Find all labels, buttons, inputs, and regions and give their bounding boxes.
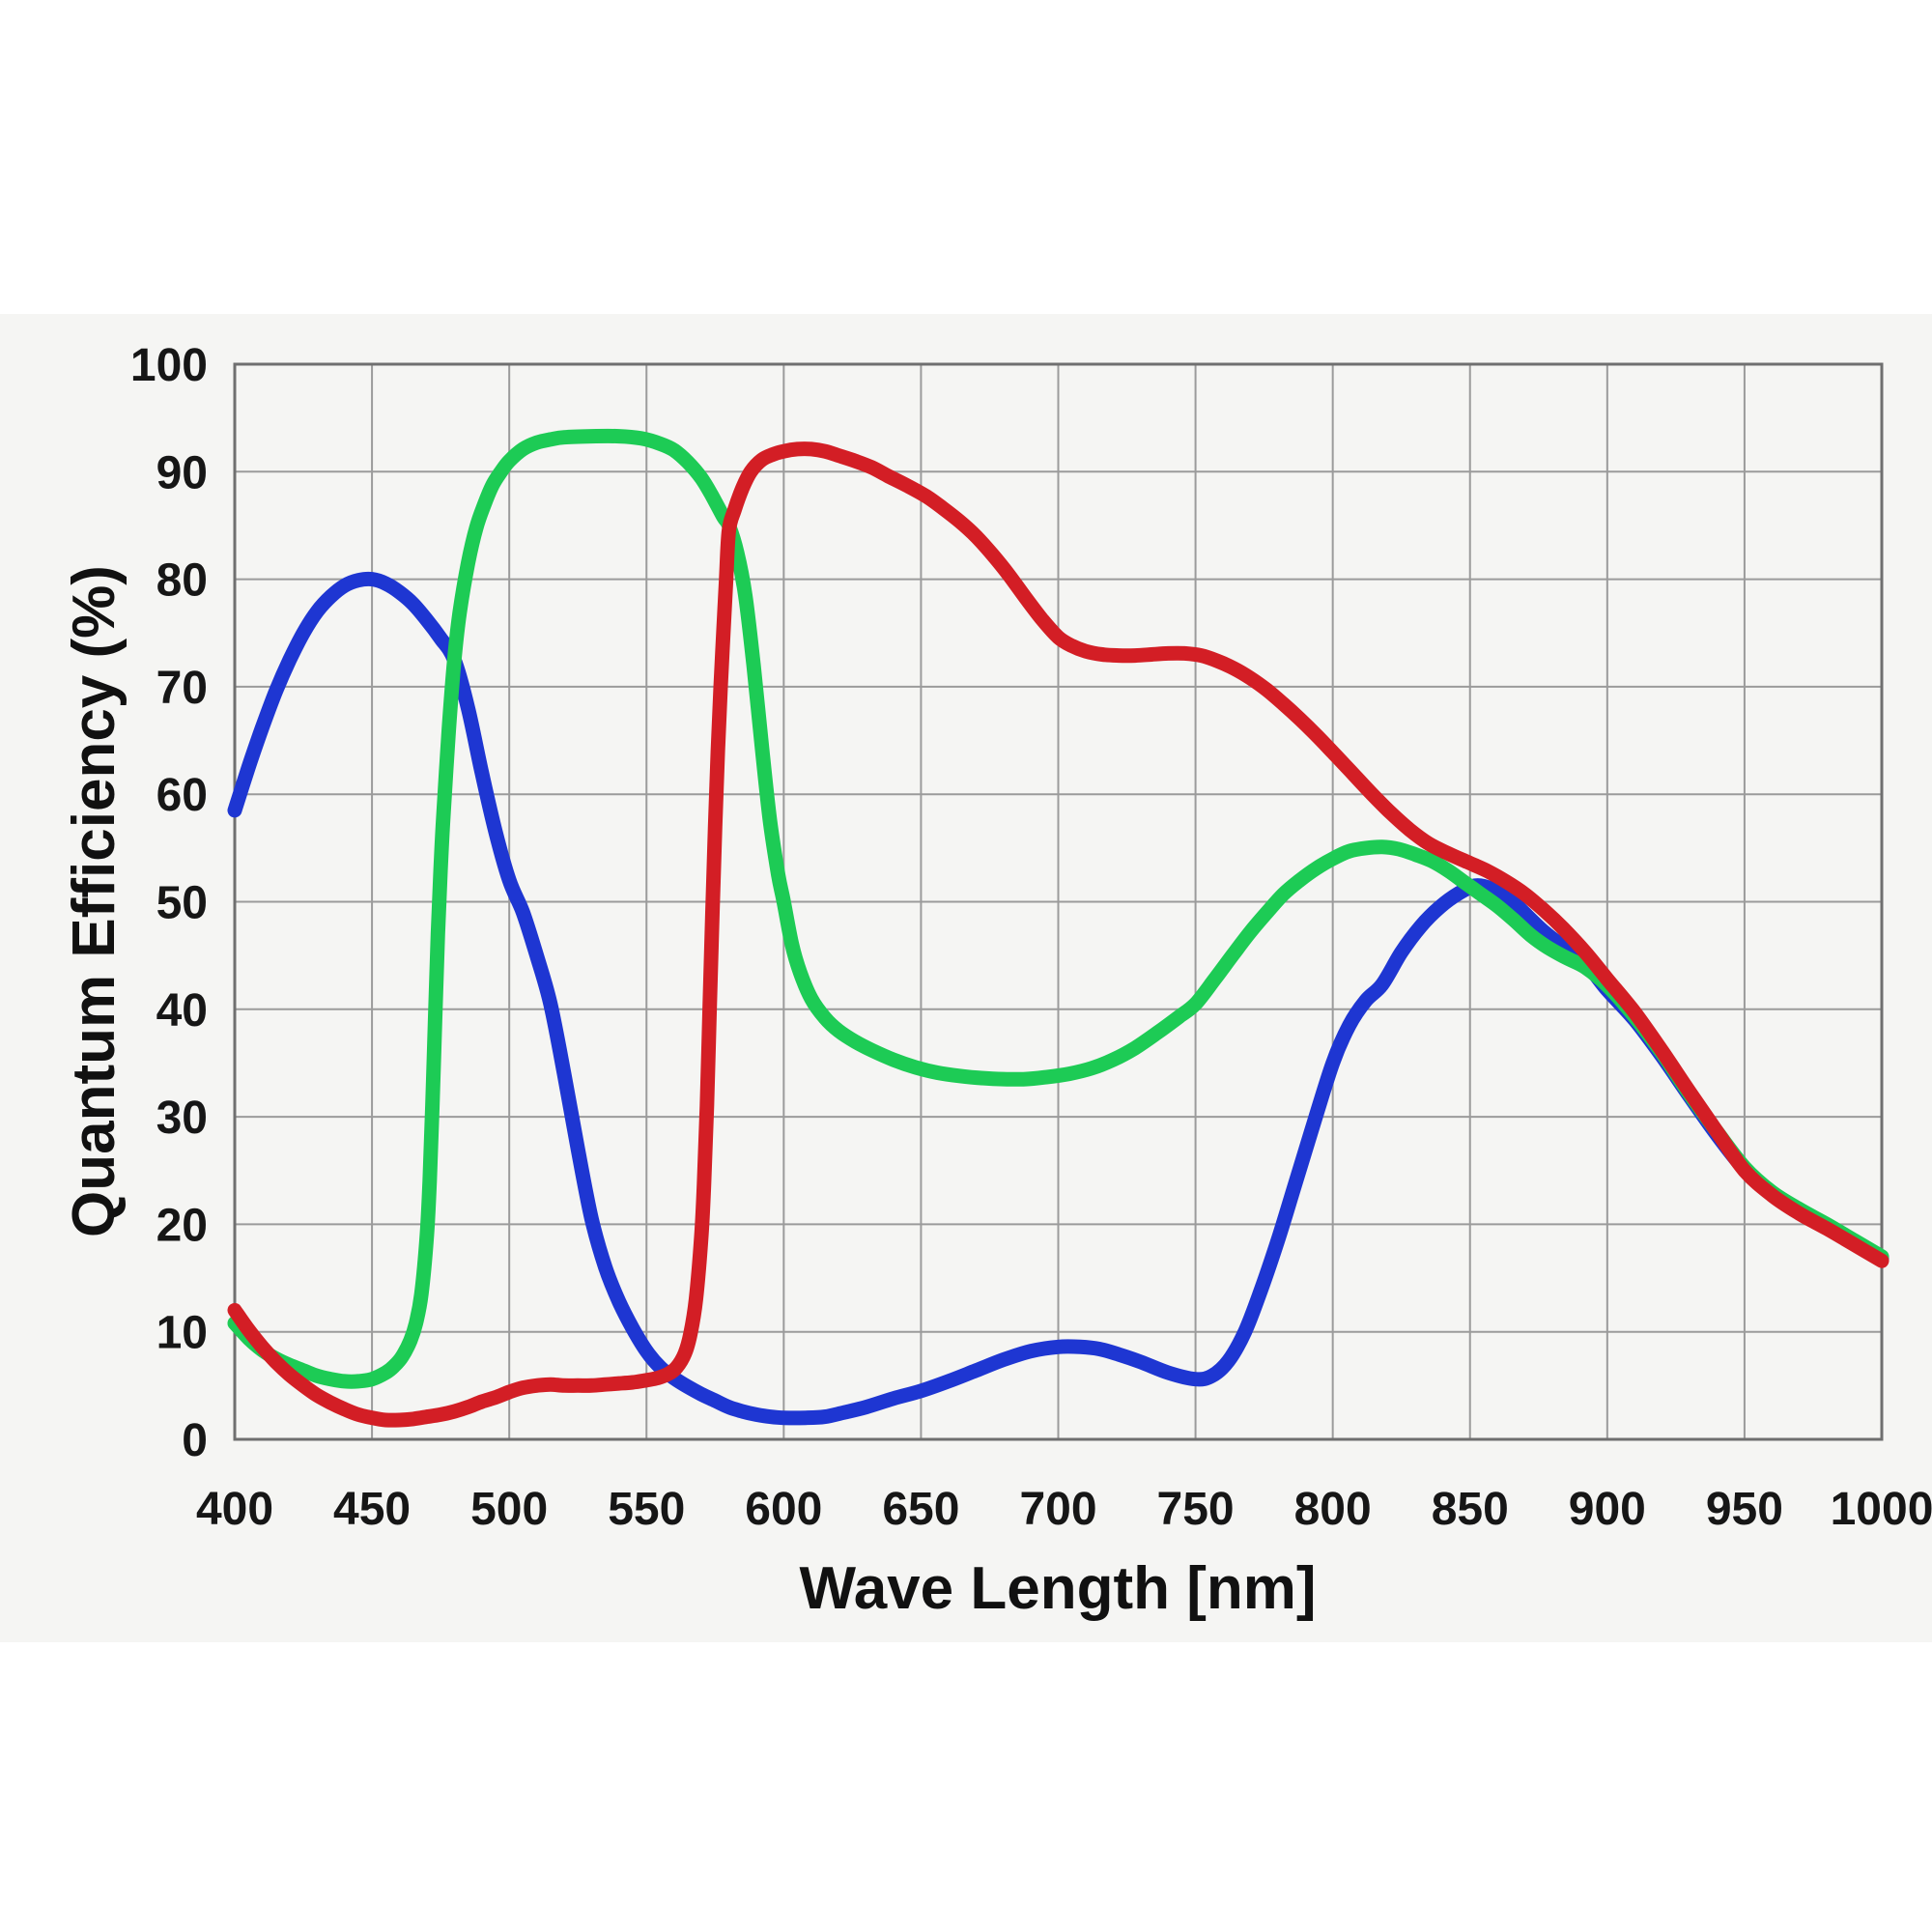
y-tick-label-50: 50	[156, 878, 208, 929]
x-tick-label-650: 650	[882, 1484, 959, 1535]
y-axis-tick-labels: 0 10 20 30 40 50 60 70 80 90 100	[130, 340, 208, 1466]
chart-panel-background	[0, 314, 1932, 1642]
x-tick-label-600: 600	[745, 1484, 822, 1535]
series-curves	[227, 428, 1889, 1428]
green-channel-curve	[227, 428, 1889, 1389]
x-tick-label-550: 550	[608, 1484, 685, 1535]
y-tick-label-60: 60	[156, 770, 208, 821]
x-axis-title: Wave Length [nm]	[799, 1555, 1316, 1622]
x-tick-label-400: 400	[196, 1484, 273, 1535]
y-tick-label-70: 70	[156, 663, 208, 714]
blue-channel-curve	[227, 571, 1889, 1426]
red-channel-curve	[227, 441, 1889, 1428]
x-tick-label-1000: 1000	[1831, 1484, 1932, 1535]
x-tick-label-900: 900	[1569, 1484, 1646, 1535]
x-tick-label-950: 950	[1706, 1484, 1783, 1535]
y-tick-label-100: 100	[130, 340, 208, 391]
y-axis-title: Quantum Efficiency (%)	[61, 565, 128, 1237]
grid-lines	[234, 363, 1883, 1440]
y-tick-label-30: 30	[156, 1093, 208, 1144]
x-tick-label-850: 850	[1432, 1484, 1509, 1535]
y-tick-label-80: 80	[156, 555, 208, 607]
x-tick-label-700: 700	[1019, 1484, 1096, 1535]
x-tick-label-450: 450	[333, 1484, 411, 1535]
y-tick-label-10: 10	[156, 1308, 208, 1359]
y-tick-label-20: 20	[156, 1200, 208, 1251]
x-axis-tick-labels: 400 450 500 550 600 650 700 750 800 850 900 950 1000	[196, 1484, 1932, 1535]
x-tick-label-750: 750	[1157, 1484, 1235, 1535]
y-tick-label-90: 90	[156, 447, 208, 498]
y-tick-label-0: 0	[182, 1415, 208, 1466]
plot-border	[233, 362, 1884, 1441]
x-tick-label-500: 500	[470, 1484, 548, 1535]
x-tick-label-800: 800	[1294, 1484, 1372, 1535]
y-tick-label-40: 40	[156, 985, 208, 1037]
